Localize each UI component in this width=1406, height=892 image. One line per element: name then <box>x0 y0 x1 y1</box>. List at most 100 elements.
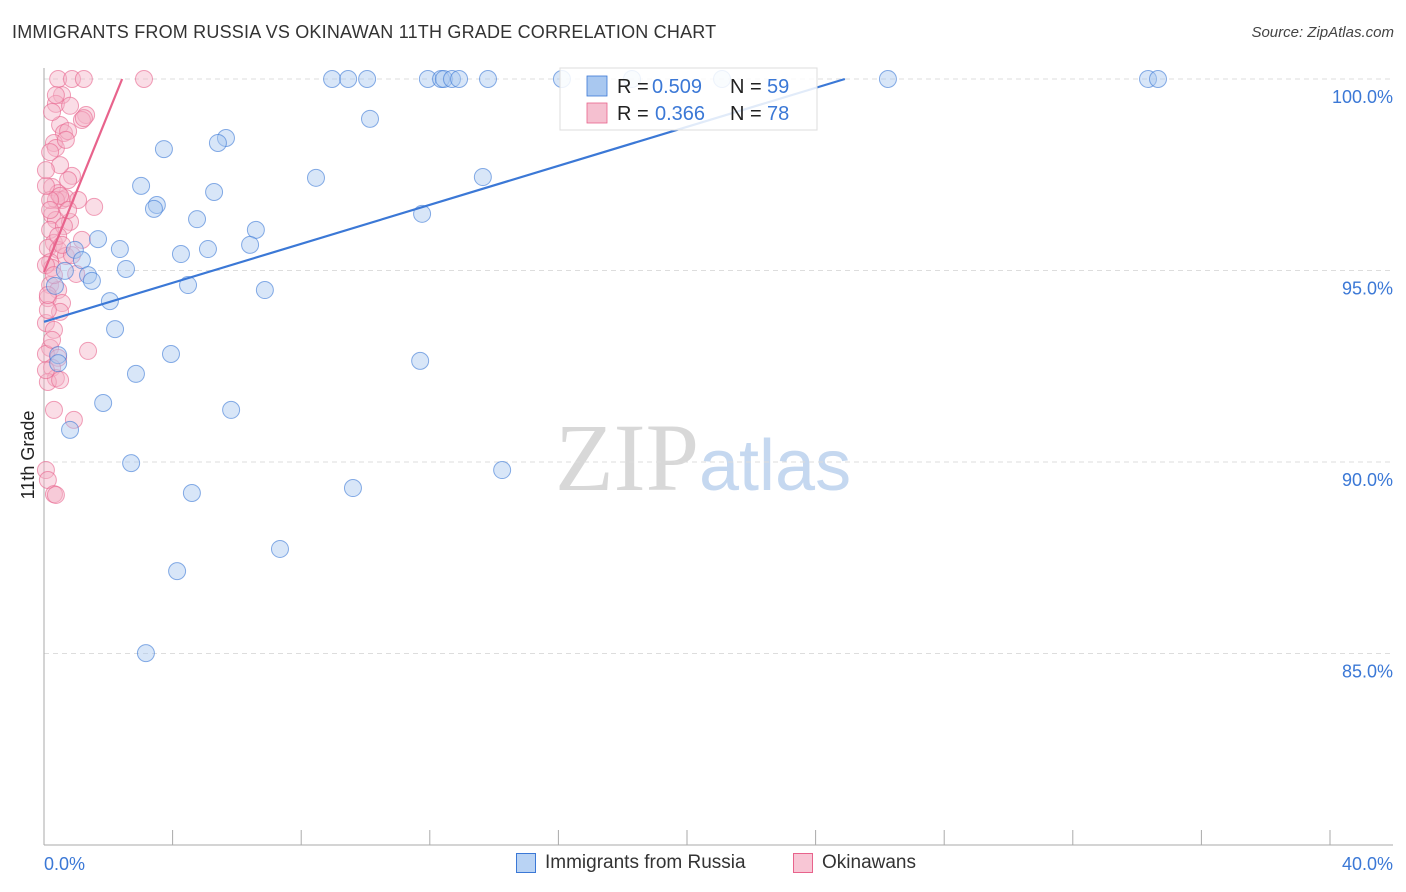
data-point-okinawans <box>44 485 63 504</box>
data-point-okinawans <box>56 130 75 149</box>
data-point-okinawans <box>74 70 93 88</box>
data-point-okinawans <box>46 86 65 105</box>
data-point-russia <box>411 351 430 370</box>
legend-swatch-pink <box>586 102 608 124</box>
data-point-russia <box>241 235 260 254</box>
data-point-russia <box>106 320 125 339</box>
data-point-russia <box>478 70 497 88</box>
data-point-russia <box>343 479 362 498</box>
data-point-russia <box>1148 70 1167 88</box>
source-label: Source: ZipAtlas.com <box>1251 24 1394 41</box>
y-axis-label: 11th Grade <box>18 411 38 500</box>
data-point-okinawans <box>43 102 62 121</box>
data-point-russia <box>270 539 289 558</box>
watermark: ZIPatlas <box>555 404 851 511</box>
data-point-russia <box>82 271 101 290</box>
r-value: 0.366 <box>655 103 705 125</box>
data-point-okinawans <box>46 485 65 504</box>
y-tick-label: 90.0% <box>1342 470 1393 490</box>
y-tick-label: 100.0% <box>1332 87 1393 107</box>
data-point-okinawans <box>61 96 80 115</box>
data-point-okinawans <box>51 186 70 205</box>
data-point-russia <box>179 276 198 295</box>
data-point-okinawans <box>44 400 63 419</box>
data-point-russia <box>122 454 141 473</box>
data-point-russia <box>110 240 129 259</box>
legend-label: Immigrants from Russia <box>545 852 746 873</box>
data-point-okinawans <box>51 156 70 175</box>
data-point-okinawans <box>38 286 57 305</box>
data-point-russia <box>55 261 74 280</box>
r-label: R = <box>617 76 649 98</box>
data-point-okinawans <box>36 176 55 195</box>
data-point-russia <box>473 168 492 187</box>
data-point-russia <box>222 400 241 419</box>
n-value: 78 <box>767 103 789 125</box>
data-point-russia <box>168 562 187 581</box>
n-value: 59 <box>767 76 789 98</box>
legend-swatch-pink <box>793 853 813 873</box>
data-point-okinawans <box>38 300 57 319</box>
data-point-russia <box>182 484 201 503</box>
legend-swatch-blue <box>586 75 608 97</box>
data-point-okinawans <box>64 410 83 429</box>
data-point-russia <box>154 140 173 159</box>
legend-item-okinawans: Okinawans <box>793 852 916 874</box>
data-point-russia <box>205 182 224 201</box>
data-point-okinawans <box>72 230 91 249</box>
data-point-russia <box>94 394 113 413</box>
y-tick-label: 95.0% <box>1342 279 1393 299</box>
data-point-okinawans <box>74 109 93 128</box>
data-point-russia <box>339 70 358 88</box>
data-point-okinawans <box>134 70 153 88</box>
data-point-russia <box>358 70 377 88</box>
data-point-okinawans <box>41 200 60 219</box>
data-point-okinawans <box>59 171 78 190</box>
n-label: N = <box>730 103 762 125</box>
n-label: N = <box>730 76 762 98</box>
data-point-russia <box>45 276 64 295</box>
data-point-russia <box>306 168 325 187</box>
trend-line <box>42 78 124 273</box>
data-point-russia <box>418 70 437 88</box>
r-label: R = <box>617 103 649 125</box>
legend-label: Okinawans <box>822 852 916 873</box>
data-point-okinawans <box>41 143 60 162</box>
data-point-russia <box>493 461 512 480</box>
data-point-russia <box>49 354 68 373</box>
r-value: 0.509 <box>652 76 702 98</box>
data-point-russia <box>89 230 108 249</box>
data-point-russia <box>65 240 84 259</box>
data-point-russia <box>136 644 155 663</box>
data-point-russia <box>188 210 207 229</box>
data-point-okinawans <box>43 330 62 349</box>
data-point-russia <box>61 420 80 439</box>
data-point-okinawans <box>79 341 98 360</box>
data-point-russia <box>208 133 227 152</box>
data-point-okinawans <box>41 191 60 210</box>
data-point-okinawans <box>59 122 78 141</box>
x-tick-label: 0.0% <box>44 854 85 874</box>
data-point-russia <box>450 70 469 88</box>
legend-item-russia: Immigrants from Russia <box>516 852 746 874</box>
legend-swatch-blue <box>516 853 536 873</box>
data-point-okinawans <box>85 197 104 216</box>
data-point-russia <box>144 199 163 218</box>
data-point-russia <box>126 364 145 383</box>
data-point-russia <box>161 344 180 363</box>
x-tick-label: 40.0% <box>1342 854 1393 874</box>
data-point-russia <box>171 245 190 264</box>
data-point-okinawans <box>36 161 55 180</box>
stats-legend: R = 0.509 N = 59 R = 0.366 N = 78 <box>559 67 818 131</box>
data-point-russia <box>255 281 274 300</box>
data-point-russia <box>132 176 151 195</box>
data-point-russia <box>442 70 461 88</box>
y-tick-label: 85.0% <box>1342 662 1393 682</box>
data-point-okinawans <box>51 371 70 390</box>
data-point-russia <box>878 70 897 88</box>
data-point-russia <box>323 70 342 88</box>
data-point-russia <box>361 109 380 128</box>
chart-title: IMMIGRANTS FROM RUSSIA VS OKINAWAN 11TH … <box>12 22 717 42</box>
data-point-russia <box>198 240 217 259</box>
